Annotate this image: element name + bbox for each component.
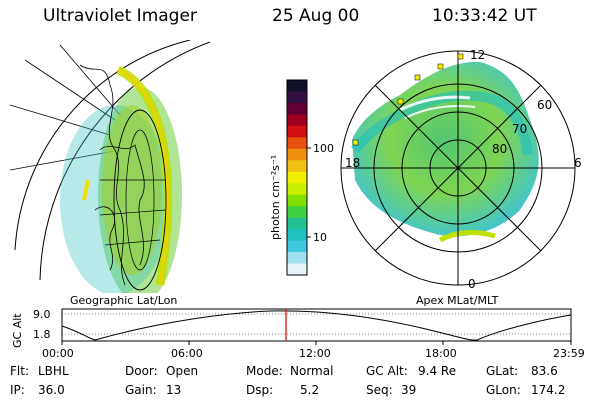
lat-label-60: 60	[537, 98, 552, 112]
altitude-xtick-0000: 00:00	[42, 347, 74, 360]
glat-label: GLat:	[486, 364, 519, 378]
colorbar-band	[287, 125, 307, 138]
mlt-label-18: 18	[345, 156, 360, 170]
altitude-ytick-low: 1.8	[33, 328, 51, 341]
gain-value: 13	[166, 383, 182, 397]
colorbar-band	[287, 206, 307, 219]
gcalt-value: 9.4 Re	[418, 364, 457, 378]
date-label: 25 Aug 00	[272, 6, 360, 26]
colorbar-band	[287, 252, 307, 265]
altitude-ylabel: GC Alt	[11, 313, 24, 348]
seq-label: Seq:	[366, 383, 393, 397]
ip-label: IP:	[10, 383, 25, 397]
colorbar-band	[287, 102, 307, 115]
altitude-xtick-1800: 18:00	[425, 347, 457, 360]
colorbar-frame	[286, 79, 308, 276]
colorbar-label-10: 10	[313, 231, 327, 244]
gcalt-label: GC Alt:	[366, 364, 408, 378]
polar-caption: Apex MLat/MLT	[416, 294, 499, 307]
altitude-ytick-high: 9.0	[33, 308, 51, 321]
door-value: Open	[166, 364, 199, 378]
geographic-map	[10, 40, 210, 293]
mlt-label-6: 6	[574, 156, 582, 170]
altitude-plot	[61, 308, 572, 345]
colorbar-band	[287, 148, 307, 161]
glon-label: GLon:	[486, 383, 521, 397]
gain-label: Gain:	[125, 383, 157, 397]
colorbar-band	[287, 171, 307, 184]
mlt-label-12: 12	[470, 48, 485, 62]
colorbar-band	[287, 217, 307, 230]
door-label: Door:	[125, 364, 158, 378]
colorbar-band	[287, 137, 307, 150]
mode-value: Normal	[290, 364, 334, 378]
colorbar-label-100: 100	[313, 142, 334, 155]
colorbar-band	[287, 229, 307, 242]
colorbar-band	[287, 183, 307, 196]
ip-value: 36.0	[38, 383, 65, 397]
flt-label: Flt:	[10, 364, 29, 378]
colorbar-units: photon cm⁻²s⁻¹	[269, 155, 282, 240]
glon-value: 174.2	[531, 383, 566, 397]
mlt-label-0: 0	[468, 277, 476, 291]
mode-label: Mode:	[246, 364, 283, 378]
colorbar-band	[287, 263, 307, 276]
colorbar-band	[287, 194, 307, 207]
dsp-value: 5.2	[300, 383, 320, 397]
altitude-xtick-1200: 12:00	[299, 347, 331, 360]
colorbar-band	[287, 160, 307, 173]
dsp-label: Dsp:	[246, 383, 274, 397]
glat-value: 83.6	[531, 364, 558, 378]
colorbar-band	[287, 114, 307, 127]
altitude-xtick-0600: 06:00	[171, 347, 203, 360]
colorbar	[287, 80, 307, 276]
time-label: 10:33:42 UT	[432, 6, 537, 26]
lat-label-80: 80	[492, 142, 507, 156]
polar-plot	[340, 50, 576, 286]
flt-value: LBHL	[38, 364, 69, 378]
colorbar-band	[287, 240, 307, 253]
colorbar-band	[287, 80, 307, 92]
instrument-title: Ultraviolet Imager	[43, 6, 197, 26]
lat-label-70: 70	[512, 122, 527, 136]
seq-value: 39	[401, 383, 417, 397]
altitude-xtick-2359: 23:59	[553, 347, 585, 360]
colorbar-band	[287, 91, 307, 104]
geographic-caption: Geographic Lat/Lon	[70, 294, 177, 307]
